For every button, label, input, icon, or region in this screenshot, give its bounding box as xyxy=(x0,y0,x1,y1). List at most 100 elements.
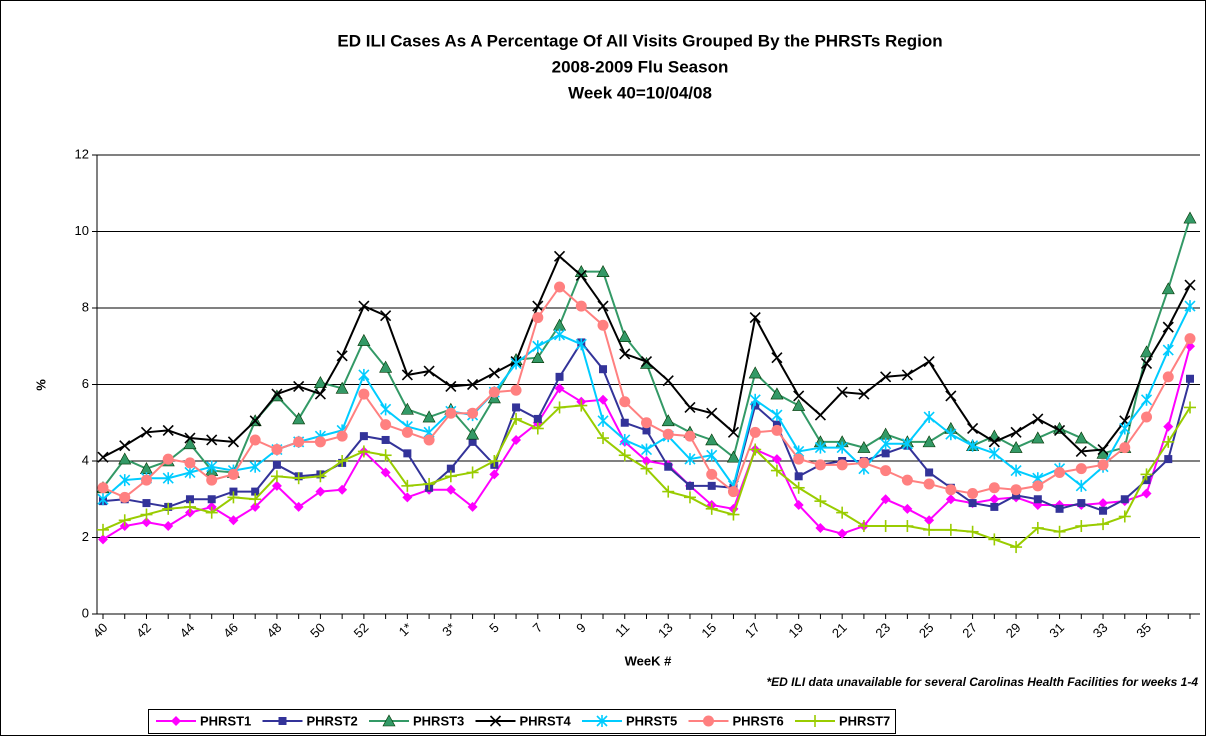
marker-shape xyxy=(466,427,480,440)
marker-shape xyxy=(271,444,283,456)
marker xyxy=(966,525,979,538)
marker xyxy=(923,355,935,368)
marker-shape xyxy=(278,717,287,725)
marker xyxy=(206,434,218,446)
marker-shape xyxy=(771,454,782,465)
marker-shape xyxy=(227,468,239,480)
marker xyxy=(1075,479,1087,492)
marker-shape xyxy=(531,351,545,364)
marker xyxy=(1010,464,1022,477)
marker xyxy=(272,460,281,469)
marker-shape xyxy=(358,388,370,400)
marker-shape xyxy=(1054,466,1066,478)
marker-shape xyxy=(575,300,587,312)
marker xyxy=(771,409,783,422)
marker xyxy=(163,521,174,532)
marker xyxy=(467,407,479,419)
marker-shape xyxy=(142,499,151,508)
marker xyxy=(1118,510,1131,523)
marker-shape xyxy=(313,375,327,388)
marker-shape xyxy=(792,398,806,411)
marker xyxy=(293,380,305,392)
marker xyxy=(1141,411,1153,423)
marker xyxy=(770,387,784,400)
marker xyxy=(792,398,806,411)
marker xyxy=(809,715,821,727)
marker xyxy=(140,474,152,486)
marker-shape xyxy=(1097,459,1109,471)
marker xyxy=(1119,442,1131,454)
marker-shape xyxy=(554,281,566,293)
marker xyxy=(1162,321,1174,333)
marker-shape xyxy=(315,486,326,497)
marker-shape xyxy=(793,390,805,402)
marker xyxy=(1097,459,1109,471)
marker xyxy=(359,432,368,441)
marker xyxy=(1099,506,1108,515)
marker-shape xyxy=(207,495,216,504)
marker xyxy=(705,502,718,515)
marker xyxy=(684,401,696,414)
marker-shape xyxy=(171,716,181,726)
marker xyxy=(1010,484,1022,496)
marker xyxy=(251,487,260,496)
marker xyxy=(664,462,673,471)
marker-shape xyxy=(706,407,718,419)
marker-shape xyxy=(1140,357,1153,370)
marker xyxy=(444,470,457,483)
marker-shape xyxy=(468,437,477,446)
marker xyxy=(814,459,826,471)
marker-shape xyxy=(684,430,696,442)
marker-shape xyxy=(640,355,653,368)
marker xyxy=(662,375,674,387)
marker xyxy=(618,449,631,462)
marker xyxy=(619,433,631,446)
marker xyxy=(401,369,413,381)
marker-shape xyxy=(249,415,261,427)
marker xyxy=(945,494,956,505)
marker xyxy=(945,484,957,496)
marker-shape xyxy=(184,432,196,444)
marker xyxy=(171,716,181,726)
marker xyxy=(466,427,480,440)
marker-shape xyxy=(967,488,979,500)
marker xyxy=(423,434,435,446)
marker xyxy=(967,488,979,500)
marker xyxy=(575,399,588,412)
marker xyxy=(97,493,109,506)
marker xyxy=(533,414,542,423)
marker-shape xyxy=(945,484,957,496)
marker-shape xyxy=(228,515,239,526)
marker xyxy=(555,372,564,381)
marker xyxy=(793,453,805,465)
marker xyxy=(335,381,349,394)
marker xyxy=(1033,495,1042,504)
marker-shape xyxy=(97,451,109,463)
marker xyxy=(705,433,719,446)
marker-shape xyxy=(620,418,629,427)
marker-shape xyxy=(815,522,826,533)
marker xyxy=(1184,300,1196,313)
marker-shape xyxy=(880,494,891,505)
marker-shape xyxy=(119,491,131,503)
marker xyxy=(313,375,327,388)
marker-shape xyxy=(641,417,652,429)
marker-shape xyxy=(1099,506,1108,515)
marker xyxy=(1097,518,1110,531)
marker-shape xyxy=(684,401,696,414)
marker-shape xyxy=(989,494,1000,505)
marker-shape xyxy=(703,715,714,727)
marker-shape xyxy=(445,380,457,392)
marker xyxy=(1140,393,1153,406)
marker xyxy=(619,396,631,408)
marker xyxy=(684,453,696,466)
marker-shape xyxy=(596,265,610,277)
x-axis-label: WeeK # xyxy=(625,653,672,668)
marker xyxy=(901,520,914,533)
marker xyxy=(1075,520,1088,533)
marker xyxy=(1032,413,1044,425)
marker xyxy=(337,484,348,495)
marker xyxy=(662,428,674,440)
marker xyxy=(814,409,826,421)
marker xyxy=(771,352,783,364)
